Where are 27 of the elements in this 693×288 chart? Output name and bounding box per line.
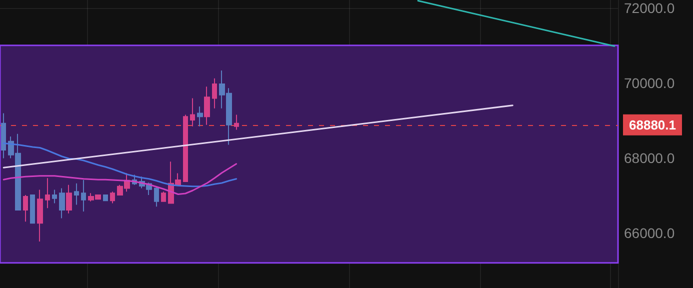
candlestick xyxy=(1,112,6,159)
candlestick xyxy=(23,194,28,222)
ref-line-label: 68880.1 xyxy=(629,117,676,132)
y-tick-label: 68000.0 xyxy=(624,150,675,166)
candlestick xyxy=(212,78,217,109)
y-tick-label: 72000.0 xyxy=(624,0,675,16)
candlestick xyxy=(161,191,166,202)
candlestick xyxy=(154,186,159,208)
line-series xyxy=(2,142,238,188)
candlestick xyxy=(59,188,65,219)
candlestick xyxy=(30,194,35,224)
y-tick-label: 70000.0 xyxy=(624,74,675,91)
candlestick xyxy=(81,180,86,212)
candlestick xyxy=(204,86,210,126)
candlestick xyxy=(74,182,79,206)
candlestick xyxy=(103,194,108,202)
candlestick xyxy=(234,114,239,130)
candlestick xyxy=(52,189,57,204)
candlestick xyxy=(197,106,203,127)
line-series xyxy=(2,163,238,195)
candlestick xyxy=(66,184,72,214)
candlestick xyxy=(37,189,43,242)
candlestick xyxy=(183,114,188,182)
candlestick xyxy=(110,191,115,204)
candlestick xyxy=(45,178,50,209)
candlestick xyxy=(190,98,195,127)
y-tick-label: 66000.0 xyxy=(624,224,675,241)
